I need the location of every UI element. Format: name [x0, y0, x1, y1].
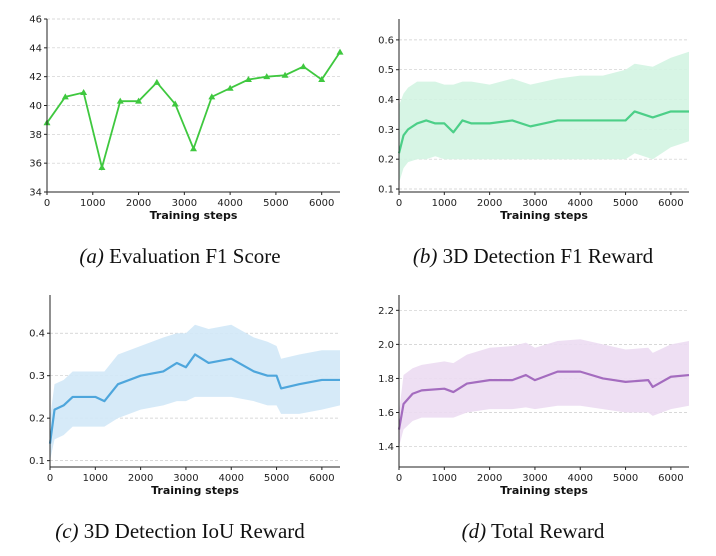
y-tick-label: 1.6	[378, 408, 394, 419]
caption-text: Total Reward	[486, 519, 605, 543]
y-tick-label: 0.3	[29, 371, 45, 382]
x-tick-label: 1000	[432, 198, 457, 209]
x-tick-label: 3000	[173, 473, 198, 484]
x-axis-label: Training steps	[500, 484, 588, 497]
x-tick-label: 2000	[477, 198, 502, 209]
data-point-marker	[190, 145, 197, 152]
y-tick-label: 0.1	[378, 185, 394, 196]
x-tick-label: 2000	[128, 473, 153, 484]
x-tick-label: 4000	[219, 473, 244, 484]
raw-reward-band	[399, 51, 689, 184]
x-tick-label: 3000	[522, 198, 547, 209]
x-tick-label: 4000	[217, 198, 242, 209]
x-tick-label: 0	[396, 473, 402, 484]
y-tick-label: 0.4	[29, 329, 45, 340]
data-point-marker	[244, 76, 252, 83]
y-tick-label: 42	[29, 72, 42, 83]
subplot-d: 1.4 1.6 1.8 2.0 2.2 0 1000 2000 3000 4000 5000 6000…	[378, 295, 690, 543]
y-tick-label: 2.0	[378, 340, 394, 351]
caption-label: (c)	[55, 519, 78, 543]
y-tick-label: 40	[29, 101, 42, 112]
data-point-marker	[61, 93, 69, 100]
caption-label: (d)	[462, 519, 487, 543]
x-tick-label: 3000	[172, 198, 197, 209]
caption-text: 3D Detection F1 Reward	[437, 244, 653, 268]
y-tick-label: 0.4	[378, 95, 394, 106]
smoothed-reward-line	[48, 353, 340, 444]
y-tick-label: 1.4	[378, 442, 394, 453]
x-tick-label: 6000	[309, 473, 334, 484]
subplot-c: 0.1 0.2 0.3 0.4 0 1000 2000 3000 4000 5000 6000 Tra…	[29, 295, 340, 543]
x-tick-label: 6000	[309, 198, 334, 209]
x-tick-label: 3000	[522, 473, 547, 484]
subplot-b: 0.1 0.2 0.3 0.4 0.5 0.6 0 1000 2000 3000 4000 5000 6…	[378, 19, 689, 268]
raw-reward-band	[50, 324, 340, 461]
x-axis-label: Training steps	[500, 209, 588, 222]
raw-reward-band	[399, 339, 689, 447]
x-tick-label: 5000	[613, 473, 638, 484]
y-tick-label: 36	[29, 159, 42, 170]
smoothed-reward-line	[397, 370, 690, 430]
x-tick-label: 2000	[126, 198, 151, 209]
data-point-marker	[116, 97, 124, 104]
y-tick-label: 0.2	[29, 414, 45, 425]
x-tick-label: 0	[47, 473, 53, 484]
data-point-marker	[171, 100, 179, 107]
caption-text: Evaluation F1 Score	[104, 244, 281, 268]
x-axis-label: Training steps	[150, 209, 238, 222]
data-point-marker	[281, 71, 289, 78]
y-tick-label: 0.6	[378, 35, 394, 46]
x-tick-label: 1000	[80, 198, 105, 209]
subplot-caption: (a) Evaluation F1 Score	[79, 244, 280, 268]
x-tick-label: 1000	[83, 473, 108, 484]
caption-text: 3D Detection IoU Reward	[79, 519, 306, 543]
caption-label: (a)	[79, 244, 104, 268]
y-tick-label: 2.2	[378, 306, 394, 317]
data-point-marker	[263, 73, 271, 80]
x-tick-label: 0	[396, 198, 402, 209]
y-tick-label: 44	[29, 43, 42, 54]
subplot-caption: (c) 3D Detection IoU Reward	[55, 519, 305, 543]
x-tick-label: 4000	[568, 198, 593, 209]
x-tick-label: 6000	[658, 198, 683, 209]
y-tick-label: 0.5	[378, 65, 394, 76]
x-tick-label: 1000	[432, 473, 457, 484]
x-tick-label: 4000	[568, 473, 593, 484]
x-tick-label: 2000	[477, 473, 502, 484]
caption-label: (b)	[413, 244, 438, 268]
x-tick-label: 5000	[264, 473, 289, 484]
data-point-marker	[153, 78, 161, 85]
y-tick-label: 0.3	[378, 125, 394, 136]
data-point-marker	[80, 89, 88, 96]
data-point-marker	[336, 48, 344, 55]
data-point-marker	[98, 163, 106, 170]
smoothed-reward-line	[397, 110, 689, 154]
data-point-marker	[318, 76, 326, 83]
y-tick-label: 34	[29, 188, 42, 199]
y-tick-label: 1.8	[378, 374, 394, 385]
data-point-marker	[299, 63, 307, 70]
data-point-marker	[226, 84, 234, 91]
y-tick-label: 0.1	[29, 456, 45, 467]
subplot-caption: (b) 3D Detection F1 Reward	[413, 244, 654, 268]
subplot-caption: (d) Total Reward	[462, 519, 605, 543]
x-axis-label: Training steps	[151, 484, 239, 497]
y-tick-label: 46	[29, 15, 42, 26]
y-tick-label: 0.2	[378, 155, 394, 166]
x-tick-label: 5000	[263, 198, 288, 209]
y-tick-label: 38	[29, 130, 42, 141]
data-point-marker	[208, 93, 216, 100]
x-tick-label: 0	[44, 198, 50, 209]
x-tick-label: 5000	[613, 198, 638, 209]
x-tick-label: 6000	[658, 473, 683, 484]
data-point-marker	[135, 97, 143, 104]
subplot-a: 34 36 38 40 42 44 46 0 1000 2000 3000 4000 5000 6000 T…	[29, 15, 344, 268]
